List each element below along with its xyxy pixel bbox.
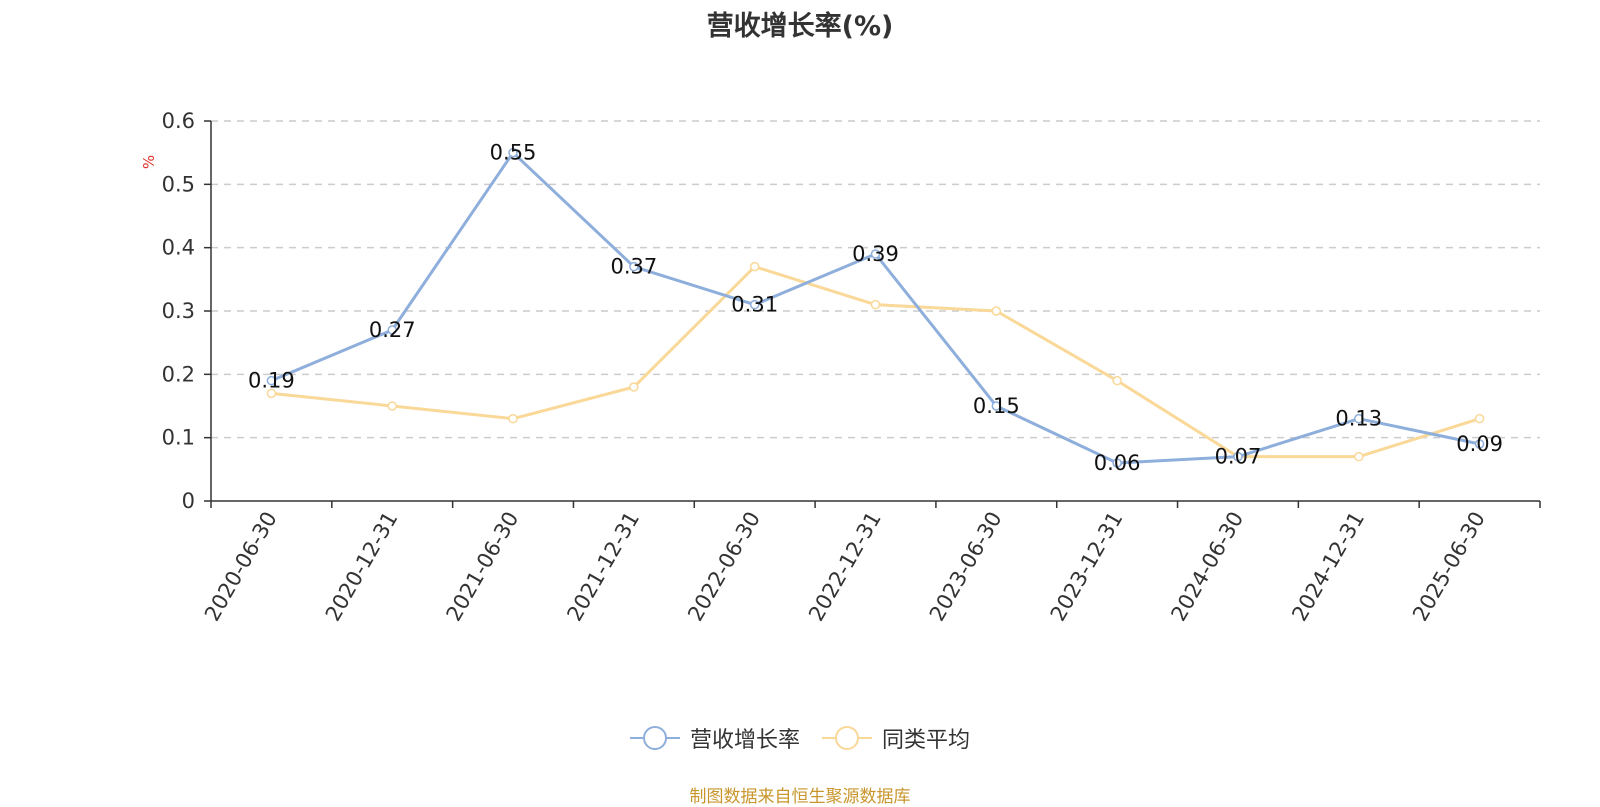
x-tick-label: 2020-06-30 bbox=[200, 508, 282, 626]
data-point-1 bbox=[387, 325, 397, 335]
data-point-2 bbox=[870, 299, 881, 310]
y-tick-label: 0.6 bbox=[162, 109, 195, 133]
y-tick-label: 0.3 bbox=[162, 299, 195, 323]
data-point-1 bbox=[870, 249, 881, 259]
x-tick-label: 2023-06-30 bbox=[925, 507, 1007, 625]
data-point-2 bbox=[629, 382, 639, 392]
data-point-1 bbox=[266, 375, 277, 386]
data-label: 0.37 bbox=[610, 255, 657, 279]
y-tick-label: 0.2 bbox=[162, 362, 195, 386]
legend-item-series-2[interactable]: 同类平均 bbox=[822, 722, 970, 754]
y-tick-label: 0 bbox=[182, 489, 195, 513]
data-point-2 bbox=[387, 401, 397, 411]
data-label: 0.13 bbox=[1335, 407, 1382, 431]
y-tick-label: 0.4 bbox=[162, 236, 195, 260]
data-label: 0.39 bbox=[852, 242, 899, 266]
data-label: 0.31 bbox=[731, 293, 778, 317]
data-label: 0.15 bbox=[973, 394, 1020, 418]
data-label: 0.55 bbox=[490, 141, 537, 165]
x-tick-label: 2021-12-31 bbox=[562, 508, 644, 626]
x-tick-label: 2022-12-31 bbox=[804, 508, 886, 626]
data-point-2 bbox=[749, 261, 760, 272]
data-label: 0.07 bbox=[1215, 445, 1262, 469]
legend-item-series-1[interactable]: 营收增长率 bbox=[629, 722, 800, 754]
chart-title: 营收增长率(%) bbox=[706, 11, 894, 42]
x-tick-label: 2025-06-30 bbox=[1408, 508, 1490, 626]
data-point-2 bbox=[508, 413, 518, 424]
data-label: 0.27 bbox=[369, 318, 416, 342]
data-point-2 bbox=[1112, 375, 1122, 386]
legend: 营收增长率 同类平均 bbox=[0, 722, 1600, 754]
data-label: 0.19 bbox=[248, 369, 295, 393]
data-point-1 bbox=[749, 299, 760, 310]
data-point-1 bbox=[1233, 451, 1243, 462]
legend-marker-series-2-icon bbox=[822, 726, 872, 750]
x-tick-label: 2021-06-30 bbox=[442, 508, 524, 626]
data-point-2 bbox=[1474, 413, 1485, 424]
data-point-1 bbox=[1354, 413, 1364, 424]
data-point-1 bbox=[1474, 439, 1485, 449]
data-point-2 bbox=[1354, 451, 1364, 462]
legend-label-series-1: 营收增长率 bbox=[689, 728, 800, 753]
x-tick-label: 2022-06-30 bbox=[683, 508, 765, 626]
legend-marker-series-1-icon bbox=[629, 726, 680, 750]
x-tick-label: 2024-06-30 bbox=[1166, 508, 1248, 626]
x-tick-label: 2024-12-31 bbox=[1287, 508, 1369, 626]
source-note: 制图数据来自恒生聚源数据库 bbox=[689, 787, 911, 807]
legend-label-series-2: 同类平均 bbox=[882, 728, 971, 753]
data-point-1 bbox=[508, 147, 518, 158]
data-point-1 bbox=[1112, 458, 1122, 468]
y-tick-label: 0.5 bbox=[162, 172, 195, 196]
data-label: 0.06 bbox=[1094, 451, 1141, 475]
x-tick-label: 2020-12-31 bbox=[321, 508, 403, 626]
data-point-2 bbox=[266, 388, 277, 399]
x-tick-label: 2023-12-31 bbox=[1046, 508, 1128, 626]
series-line-2 bbox=[271, 265, 1481, 459]
y-axis-unit-label: % bbox=[140, 155, 158, 169]
data-point-2 bbox=[991, 306, 1002, 316]
data-point-1 bbox=[991, 401, 1002, 411]
data-point-1 bbox=[629, 261, 639, 272]
data-label: 0.09 bbox=[1456, 432, 1503, 456]
y-tick-label: 0.1 bbox=[162, 426, 195, 450]
